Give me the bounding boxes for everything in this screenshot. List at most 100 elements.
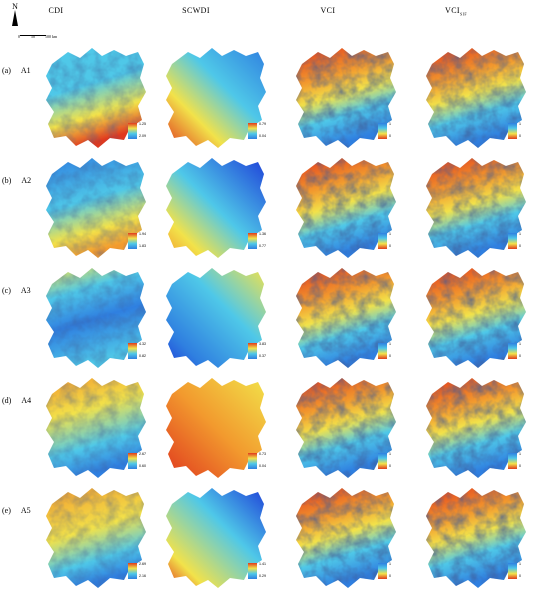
north-label: N <box>12 2 18 11</box>
legend-max-value: 1.41 <box>259 562 266 566</box>
legend-min-value: 0 <box>389 354 391 358</box>
legend-colorbar <box>378 233 387 249</box>
row-label-1: (a) A1 <box>2 66 31 75</box>
region-texture <box>46 488 146 588</box>
map-3-4 <box>420 262 530 372</box>
row-tag: (a) <box>2 66 11 75</box>
legend-min-value: 0 <box>519 134 521 138</box>
legend-colorbar <box>128 123 137 139</box>
scale-label-0: 0 <box>18 34 20 39</box>
map-1-3 <box>290 42 400 152</box>
region-texture <box>426 158 526 258</box>
legend-3-1: 4.32 0.82 <box>128 342 156 362</box>
legend-min-value: 0 <box>519 354 521 358</box>
map-image <box>46 48 146 148</box>
map-5-4 <box>420 482 530 592</box>
legend-2-2: 1.36 0.77 <box>248 232 276 252</box>
map-image <box>296 268 396 368</box>
legend-max-value: 1 <box>389 562 391 566</box>
region-fill <box>166 158 266 258</box>
region-texture <box>296 158 396 258</box>
legend-colorbar <box>128 453 137 469</box>
row-name: A5 <box>20 506 31 515</box>
legend-min-value: 0.04 <box>259 464 266 468</box>
column-title-4: VCISIF <box>416 6 496 17</box>
map-image <box>296 158 396 258</box>
legend-min-value: 0 <box>519 574 521 578</box>
compass-scalebar: N 0 50 100 km <box>8 2 68 42</box>
row-tag: (b) <box>2 176 12 185</box>
map-4-4 <box>420 372 530 482</box>
legend-max-value: 1 <box>519 562 521 566</box>
legend-min-value: 0 <box>389 574 391 578</box>
map-image <box>426 268 526 368</box>
legend-max-value: 1 <box>389 342 391 346</box>
legend-colorbar <box>248 233 257 249</box>
map-1-1 <box>40 42 150 152</box>
region-texture <box>296 268 396 368</box>
legend-min-value: 0.77 <box>259 244 266 248</box>
legend-colorbar <box>128 233 137 249</box>
region-fill <box>166 268 266 368</box>
map-image <box>46 378 146 478</box>
row-tag: (c) <box>2 286 11 295</box>
row-name: A3 <box>20 286 31 295</box>
row-label-4: (d) A4 <box>2 396 31 405</box>
legend-max-value: 1 <box>389 122 391 126</box>
map-4-2 <box>160 372 270 482</box>
legend-min-value: 0 <box>519 464 521 468</box>
legend-min-value: 0.82 <box>139 354 146 358</box>
region-texture <box>46 378 146 478</box>
region-texture <box>46 268 146 368</box>
legend-min-value: 0 <box>389 134 391 138</box>
map-image <box>166 488 266 588</box>
column-title-1: CDI <box>16 6 96 15</box>
map-image <box>296 488 396 588</box>
legend-4-1: 2.67 0.60 <box>128 452 156 472</box>
column-title-3: VCI <box>288 6 368 15</box>
map-image <box>166 158 266 258</box>
map-image <box>426 48 526 148</box>
legend-colorbar <box>508 233 517 249</box>
map-image <box>296 48 396 148</box>
legend-colorbar <box>248 343 257 359</box>
legend-5-1: 2.69 2.16 <box>128 562 156 582</box>
row-name: A1 <box>20 66 31 75</box>
region-texture <box>46 158 146 258</box>
legend-colorbar <box>128 563 137 579</box>
legend-max-value: 1 <box>389 232 391 236</box>
map-5-2 <box>160 482 270 592</box>
legend-colorbar <box>378 123 387 139</box>
region-fill <box>166 488 266 588</box>
map-image <box>166 378 266 478</box>
legend-colorbar <box>378 453 387 469</box>
map-image <box>426 378 526 478</box>
legend-max-value: 1 <box>519 342 521 346</box>
scale-bar <box>20 35 46 36</box>
map-image <box>166 268 266 368</box>
map-3-1 <box>40 262 150 372</box>
legend-min-value: 1.83 <box>139 244 146 248</box>
legend-min-value: 0 <box>389 244 391 248</box>
legend-colorbar <box>128 343 137 359</box>
region-texture <box>46 48 146 148</box>
row-tag: (e) <box>2 506 11 515</box>
map-image <box>166 48 266 148</box>
map-2-2 <box>160 152 270 262</box>
column-subscript: SIF <box>460 11 467 17</box>
legend-1-2: 0.79 0.04 <box>248 122 276 142</box>
legend-min-value: 0 <box>519 244 521 248</box>
region-texture <box>426 48 526 148</box>
region-texture <box>426 268 526 368</box>
map-2-3 <box>290 152 400 262</box>
map-2-1 <box>40 152 150 262</box>
legend-5-2: 1.41 0.29 <box>248 562 276 582</box>
legend-colorbar <box>508 123 517 139</box>
column-title-2: SCWDI <box>156 6 236 15</box>
row-tag: (d) <box>2 396 12 405</box>
